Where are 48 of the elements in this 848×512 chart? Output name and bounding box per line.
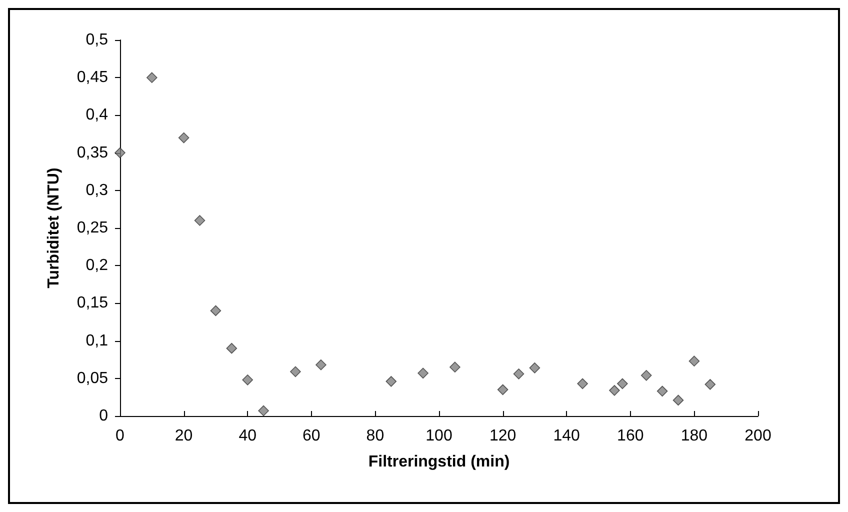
point (178, 132, 190, 144)
point (242, 374, 253, 386)
y-tick-label: 0,2 (86, 257, 108, 274)
x-tick-label: 0 (116, 428, 125, 444)
point (688, 356, 700, 367)
x-tick-label: 100 (426, 428, 452, 444)
y-tick-label: 0,45 (76, 69, 108, 86)
x-tick-label: 60 (302, 428, 320, 444)
point (656, 386, 668, 397)
point (577, 378, 588, 390)
y-tick-label: 0,4 (86, 106, 108, 124)
point (226, 342, 238, 354)
point (529, 362, 540, 374)
y-tick-label: 0 (99, 408, 108, 424)
point (640, 370, 652, 381)
y-tick-label: 0,25 (76, 220, 108, 236)
point (609, 385, 620, 396)
point (194, 215, 206, 226)
point (418, 368, 428, 379)
point (497, 384, 508, 396)
x-tick-label: 140 (553, 428, 580, 444)
x-tick-label: 120 (489, 428, 516, 444)
point (617, 378, 628, 390)
point (316, 359, 326, 370)
y-tick-label: 0,3 (86, 182, 108, 199)
x-axis-title: Filtreringstid (min) (368, 454, 510, 470)
point (672, 394, 684, 406)
y-tick-label: 0,35 (76, 144, 108, 162)
point (146, 72, 158, 83)
y-tick-label: 0,15 (76, 294, 108, 312)
point (450, 362, 460, 373)
x-tick-label: 160 (617, 428, 644, 444)
x-tick-label: 80 (366, 428, 384, 444)
point (210, 305, 222, 316)
point (704, 379, 716, 390)
x-tick-label: 40 (238, 428, 257, 444)
y-tick-label: 0,1 (86, 332, 108, 350)
point (386, 376, 397, 387)
point (114, 147, 126, 158)
y-tick-label: 0,5 (86, 32, 108, 48)
x-tick-label: 180 (680, 428, 708, 444)
point (290, 366, 301, 378)
y-axis-title: Turbiditet (NTU) (46, 168, 62, 288)
x-tick-label: 200 (744, 428, 772, 444)
point (513, 368, 524, 380)
x-tick-label: 20 (174, 428, 193, 444)
y-tick-label: 0,05 (76, 370, 108, 387)
point (258, 405, 269, 416)
